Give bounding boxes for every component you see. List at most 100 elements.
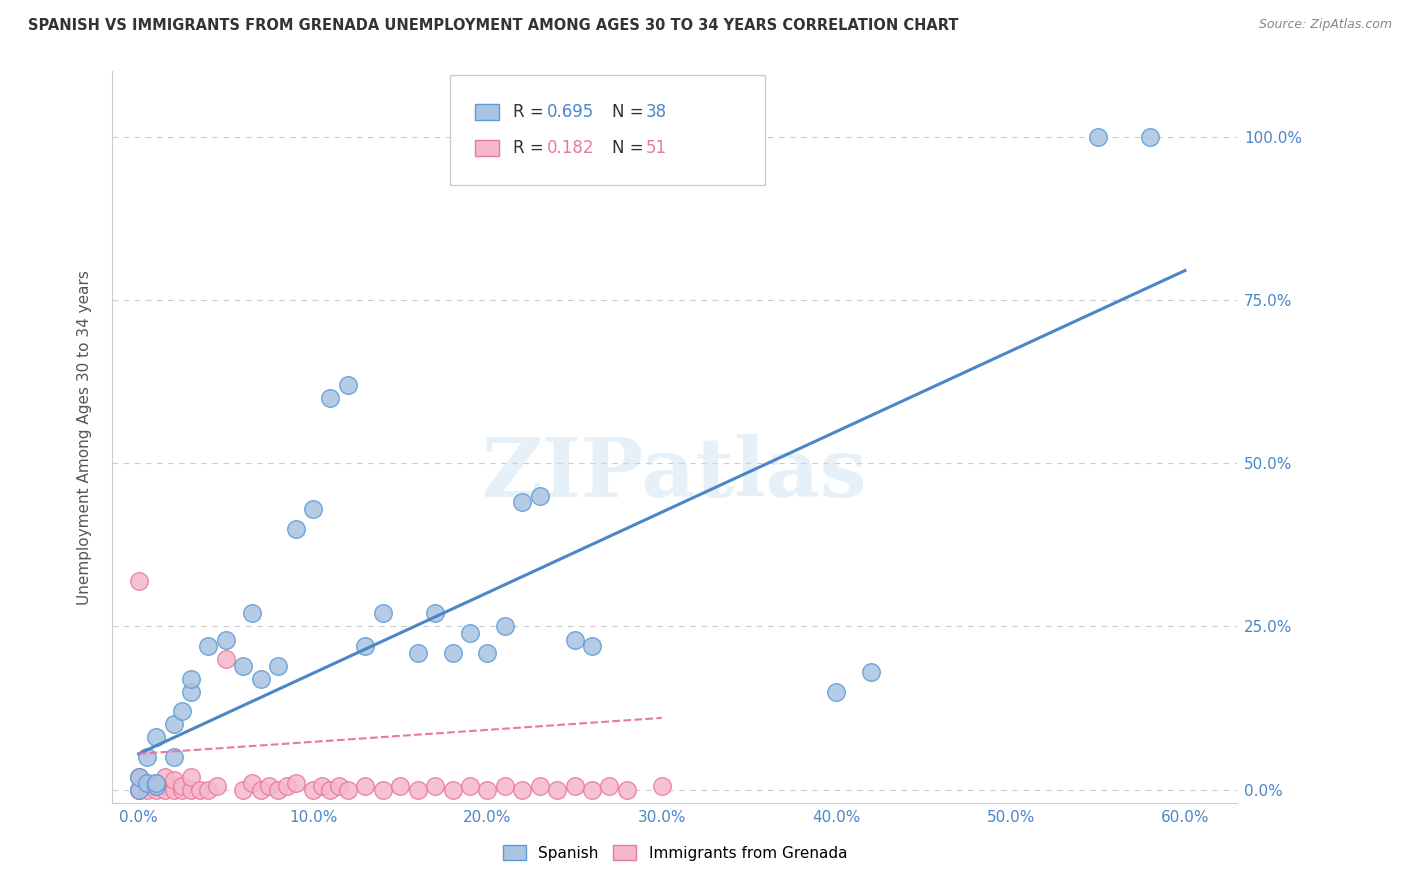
- Y-axis label: Unemployment Among Ages 30 to 34 years: Unemployment Among Ages 30 to 34 years: [77, 269, 91, 605]
- Point: [546, 782, 568, 797]
- Point: [371, 782, 394, 797]
- Point: [598, 780, 620, 794]
- Point: [284, 776, 307, 790]
- Point: [354, 639, 377, 653]
- Text: Source: ZipAtlas.com: Source: ZipAtlas.com: [1258, 18, 1392, 31]
- Text: 51: 51: [645, 139, 666, 157]
- Point: [371, 607, 394, 621]
- Point: [128, 770, 150, 784]
- Point: [136, 776, 159, 790]
- Point: [162, 772, 184, 787]
- Point: [406, 782, 429, 797]
- Point: [510, 495, 533, 509]
- Point: [145, 776, 167, 790]
- Point: [564, 780, 586, 794]
- Text: SPANISH VS IMMIGRANTS FROM GRENADA UNEMPLOYMENT AMONG AGES 30 TO 34 YEARS CORREL: SPANISH VS IMMIGRANTS FROM GRENADA UNEMP…: [28, 18, 959, 33]
- Point: [477, 782, 499, 797]
- Point: [197, 639, 219, 653]
- Point: [180, 685, 202, 699]
- Point: [510, 782, 533, 797]
- Point: [1139, 129, 1161, 144]
- Point: [180, 672, 202, 686]
- Text: 38: 38: [645, 103, 666, 120]
- Point: [302, 502, 325, 516]
- Point: [128, 770, 150, 784]
- Legend: Spanish, Immigrants from Grenada: Spanish, Immigrants from Grenada: [495, 837, 855, 868]
- Point: [136, 750, 159, 764]
- Point: [581, 639, 603, 653]
- Point: [328, 780, 350, 794]
- Point: [240, 607, 263, 621]
- Point: [860, 665, 883, 680]
- Point: [336, 377, 359, 392]
- Point: [145, 780, 167, 794]
- Point: [441, 782, 464, 797]
- Point: [232, 782, 254, 797]
- Point: [180, 770, 202, 784]
- Point: [406, 646, 429, 660]
- Point: [162, 782, 184, 797]
- Point: [651, 780, 673, 794]
- Point: [162, 717, 184, 731]
- Point: [145, 731, 167, 745]
- Point: [197, 782, 219, 797]
- Point: [423, 607, 446, 621]
- Point: [145, 780, 167, 794]
- Point: [581, 782, 603, 797]
- Text: N =: N =: [612, 103, 648, 120]
- Point: [128, 574, 150, 588]
- FancyBboxPatch shape: [475, 140, 499, 156]
- Point: [172, 782, 194, 797]
- Text: R =: R =: [513, 139, 548, 157]
- Point: [249, 782, 271, 797]
- Point: [267, 782, 290, 797]
- Point: [153, 782, 176, 797]
- Point: [825, 685, 848, 699]
- Point: [319, 391, 342, 405]
- Point: [128, 782, 150, 797]
- Text: N =: N =: [612, 139, 648, 157]
- Point: [354, 780, 377, 794]
- Point: [529, 489, 551, 503]
- Point: [188, 782, 211, 797]
- Point: [215, 632, 238, 647]
- Point: [284, 521, 307, 535]
- Text: R =: R =: [513, 103, 548, 120]
- Point: [128, 782, 150, 797]
- Point: [389, 780, 412, 794]
- Point: [136, 782, 159, 797]
- Point: [302, 782, 325, 797]
- Point: [441, 646, 464, 660]
- Point: [172, 780, 194, 794]
- Point: [319, 782, 342, 797]
- Point: [145, 782, 167, 797]
- Point: [564, 632, 586, 647]
- Text: 0.182: 0.182: [547, 139, 595, 157]
- Point: [128, 782, 150, 797]
- Point: [259, 780, 281, 794]
- Text: 0.695: 0.695: [547, 103, 593, 120]
- Point: [153, 770, 176, 784]
- Point: [249, 672, 271, 686]
- Point: [180, 782, 202, 797]
- Point: [458, 626, 481, 640]
- FancyBboxPatch shape: [475, 103, 499, 120]
- Point: [477, 646, 499, 660]
- Point: [311, 780, 333, 794]
- Point: [267, 658, 290, 673]
- Point: [128, 782, 150, 797]
- Point: [276, 780, 298, 794]
- Point: [336, 782, 359, 797]
- Point: [145, 776, 167, 790]
- Point: [423, 780, 446, 794]
- Point: [136, 776, 159, 790]
- FancyBboxPatch shape: [450, 75, 765, 185]
- Point: [458, 780, 481, 794]
- Point: [162, 750, 184, 764]
- Point: [616, 782, 638, 797]
- Point: [240, 776, 263, 790]
- Point: [529, 780, 551, 794]
- Text: ZIPatlas: ZIPatlas: [482, 434, 868, 514]
- Point: [172, 705, 194, 719]
- Point: [232, 658, 254, 673]
